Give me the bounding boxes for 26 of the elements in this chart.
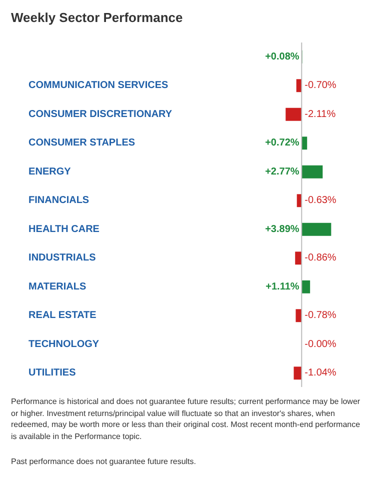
data-label: -0.00% — [304, 338, 336, 350]
y-tick-label: CONSUMER DISCRETIONARY — [28, 108, 172, 120]
data-label: -0.86% — [304, 252, 336, 264]
data-label: +0.08% — [265, 51, 300, 62]
data-label: +2.77% — [265, 166, 300, 178]
data-label: -0.78% — [304, 310, 336, 322]
data-label: +0.72% — [265, 138, 300, 149]
y-tick-label: UTILITIES — [28, 368, 76, 379]
text: Weekly Sector Performance — [11, 9, 183, 27]
data-label: -1.04% — [304, 368, 336, 379]
data-label: +3.89% — [265, 224, 300, 235]
data-label: -0.70% — [304, 80, 336, 92]
data-label: -2.11% — [304, 108, 336, 120]
y-tick-label: TECHNOLOGY — [28, 338, 100, 350]
text: Past performance does not guarantee future results. — [11, 456, 196, 468]
y-tick-label: INDUSTRIALS — [28, 252, 96, 264]
y-tick-label: MATERIALS — [28, 281, 86, 292]
y-tick-label: HEALTH CARE — [28, 224, 100, 235]
y-tick-label: REAL ESTATE — [28, 310, 97, 322]
data-label: -0.63% — [304, 195, 336, 206]
y-tick-label: FINANCIALS — [28, 195, 90, 206]
text: Performance is historical and does not guarantee future results; current performance may be lower or higher. Investment returns/principal value will fluctuate so that an investor's shares, when redeemed, may be worth more or less than their original cost. Most recent month-end performance is available in the Performance topic. — [11, 396, 362, 442]
y-tick-label: COMMUNICATION SERVICES — [28, 80, 169, 92]
y-tick-label: ENERGY — [28, 166, 72, 178]
data-label: +1.11% — [266, 281, 300, 292]
y-tick-label: CONSUMER STAPLES — [28, 138, 136, 149]
